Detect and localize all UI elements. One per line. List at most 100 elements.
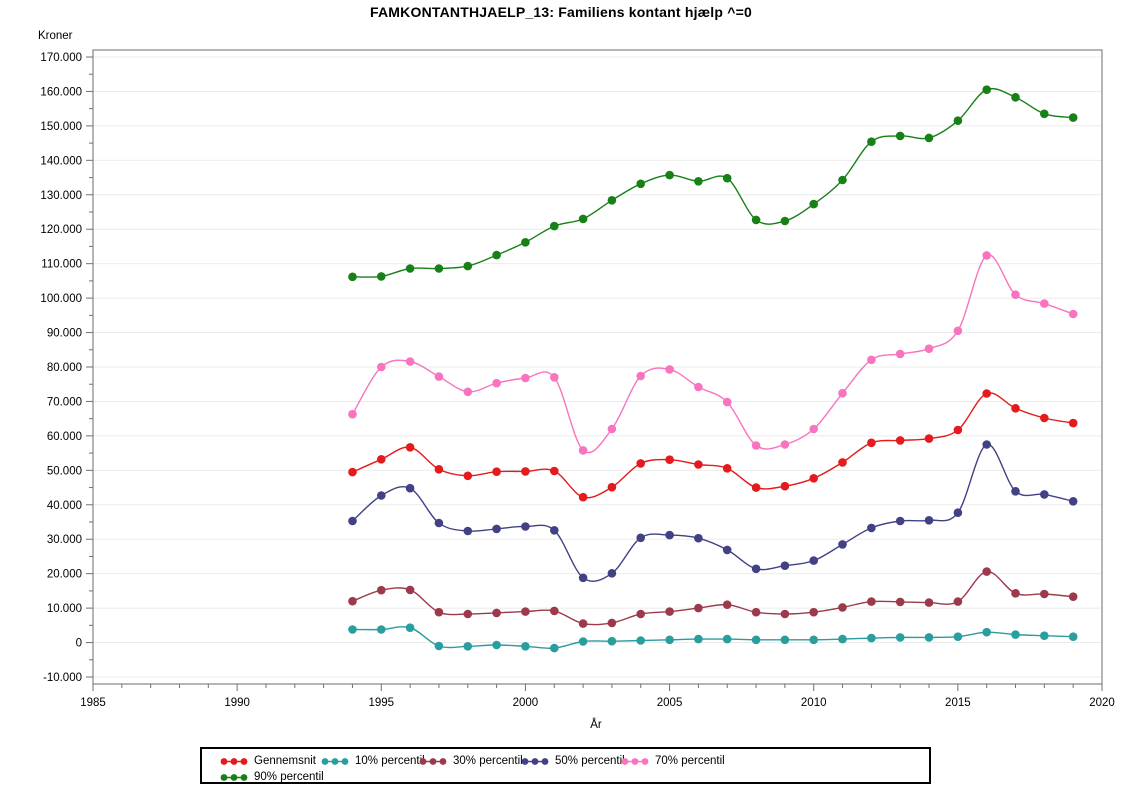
data-point-gennemsnit: [1011, 404, 1020, 413]
data-point-gennemsnit: [982, 389, 991, 398]
y-tick-label: 90.000: [47, 328, 82, 340]
legend-label: 10% percentil: [355, 755, 425, 767]
data-point-50pct-percentil: [405, 483, 415, 493]
data-point-50pct-percentil: [607, 569, 617, 578]
data-point-90pct-percentil: [665, 170, 674, 180]
y-tick-label: 20.000: [47, 569, 82, 581]
data-point-70pct-percentil: [838, 388, 847, 398]
legend-marker-icon: [521, 757, 549, 765]
data-point-50pct-percentil: [694, 533, 703, 543]
data-point-50pct-percentil: [1040, 490, 1049, 499]
data-point-gennemsnit: [636, 459, 645, 468]
data-point-70pct-percentil: [607, 424, 617, 434]
chart-title: FAMKONTANTHJAELP_13: Familiens kontant h…: [370, 4, 752, 20]
data-point-gennemsnit: [694, 460, 703, 469]
x-tick-label: 1985: [80, 697, 106, 709]
data-point-50pct-percentil: [809, 556, 818, 565]
data-point-gennemsnit: [751, 483, 761, 492]
data-point-gennemsnit: [434, 465, 444, 474]
y-tick-label: 80.000: [47, 362, 82, 374]
legend-label: 90% percentil: [254, 771, 324, 783]
x-tick-label: 2005: [657, 697, 683, 709]
data-point-90pct-percentil: [607, 196, 617, 205]
data-point-30pct-percentil: [434, 607, 444, 617]
data-point-70pct-percentil: [751, 441, 761, 450]
y-tick-label: 100.000: [40, 293, 82, 305]
data-point-30pct-percentil: [607, 618, 617, 628]
legend-entry-30pct-percentil: 30% percentil: [418, 754, 523, 768]
data-point-90pct-percentil: [521, 238, 530, 247]
series-70pct-percentil: [348, 251, 1078, 455]
data-point-10pct-percentil: [578, 637, 588, 646]
data-point-10pct-percentil: [838, 634, 847, 644]
data-point-30pct-percentil: [636, 609, 645, 619]
data-point-30pct-percentil: [809, 607, 818, 617]
data-point-90pct-percentil: [780, 216, 790, 226]
data-point-10pct-percentil: [694, 634, 703, 644]
data-point-gennemsnit: [377, 455, 386, 464]
data-point-gennemsnit: [550, 466, 559, 476]
data-point-90pct-percentil: [924, 133, 934, 143]
data-point-50pct-percentil: [982, 440, 991, 449]
data-point-70pct-percentil: [809, 424, 818, 434]
data-point-90pct-percentil: [694, 177, 703, 186]
data-point-30pct-percentil: [780, 609, 790, 619]
data-point-30pct-percentil: [722, 600, 732, 609]
data-point-gennemsnit: [1068, 418, 1078, 428]
data-point-10pct-percentil: [607, 636, 617, 646]
data-point-50pct-percentil: [377, 491, 386, 500]
data-point-50pct-percentil: [550, 526, 559, 535]
series-10pct-percentil: [348, 623, 1078, 653]
data-point-30pct-percentil: [924, 598, 934, 607]
data-point-10pct-percentil: [550, 643, 559, 653]
data-point-70pct-percentil: [722, 397, 732, 407]
y-tick-label: 40.000: [47, 500, 82, 512]
data-point-70pct-percentil: [434, 372, 444, 381]
data-point-30pct-percentil: [405, 585, 415, 595]
legend-label: 70% percentil: [655, 755, 725, 767]
data-point-10pct-percentil: [405, 623, 415, 632]
data-point-90pct-percentil: [434, 264, 444, 273]
y-tick-label: 160.000: [40, 86, 82, 98]
data-point-90pct-percentil: [550, 221, 559, 231]
x-tick-label: 1995: [368, 697, 394, 709]
data-point-70pct-percentil: [924, 344, 934, 354]
data-point-10pct-percentil: [1068, 632, 1078, 641]
data-point-70pct-percentil: [377, 362, 386, 372]
data-point-30pct-percentil: [578, 619, 588, 628]
data-point-gennemsnit: [867, 438, 876, 448]
data-point-30pct-percentil: [665, 607, 674, 616]
data-point-gennemsnit: [521, 467, 530, 476]
data-point-10pct-percentil: [636, 636, 645, 645]
legend-label: Gennemsnit: [254, 755, 317, 767]
data-point-70pct-percentil: [780, 440, 790, 449]
data-point-10pct-percentil: [377, 625, 386, 634]
data-point-70pct-percentil: [521, 373, 530, 383]
data-point-30pct-percentil: [348, 596, 357, 606]
data-point-70pct-percentil: [867, 355, 876, 365]
data-point-50pct-percentil: [953, 508, 963, 517]
data-point-30pct-percentil: [463, 609, 473, 619]
data-point-50pct-percentil: [838, 540, 847, 549]
data-point-10pct-percentil: [722, 634, 732, 644]
data-point-90pct-percentil: [1040, 109, 1049, 119]
data-point-90pct-percentil: [348, 272, 357, 282]
legend-entry-10pct-percentil: 10% percentil: [320, 754, 425, 768]
data-point-gennemsnit: [348, 467, 357, 477]
data-point-30pct-percentil: [1068, 592, 1078, 601]
data-point-gennemsnit: [780, 481, 790, 491]
data-point-90pct-percentil: [895, 131, 905, 141]
y-tick-label: 60.000: [47, 431, 82, 443]
data-point-70pct-percentil: [550, 373, 559, 382]
data-point-gennemsnit: [924, 434, 934, 443]
data-point-gennemsnit: [722, 464, 732, 473]
data-point-90pct-percentil: [463, 261, 473, 271]
data-point-50pct-percentil: [751, 564, 761, 574]
series-50pct-percentil: [348, 440, 1078, 583]
series-90pct-percentil: [348, 85, 1078, 282]
data-point-70pct-percentil: [694, 382, 703, 392]
data-point-10pct-percentil: [1011, 630, 1020, 639]
data-point-30pct-percentil: [953, 597, 963, 606]
data-point-70pct-percentil: [982, 251, 991, 260]
data-point-70pct-percentil: [665, 365, 674, 374]
